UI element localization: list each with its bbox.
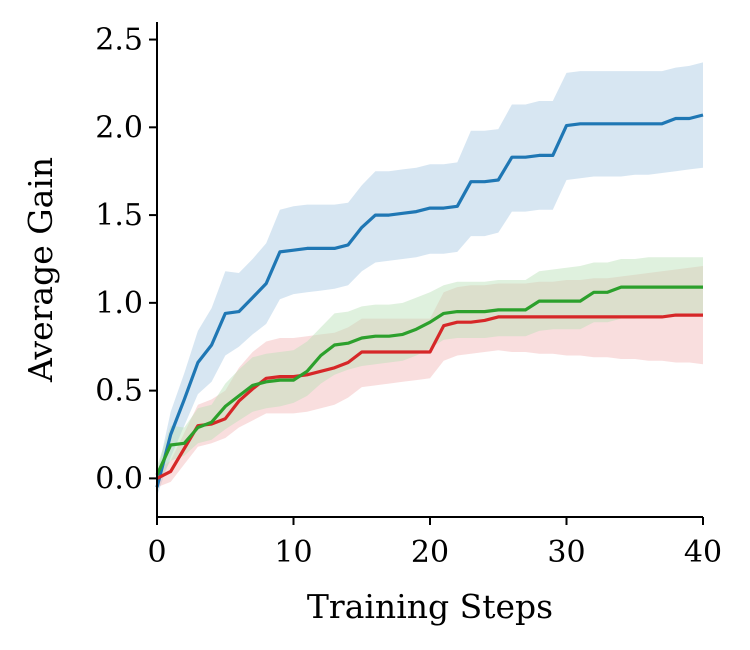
y-tick-label: 0.5 — [95, 374, 143, 409]
y-tick-label: 2.0 — [95, 110, 143, 145]
y-ticks: 0.0 0.5 1.0 1.5 2.0 2.5 — [95, 23, 157, 496]
x-ticks: 0 10 20 30 40 — [147, 517, 722, 570]
confidence-band-2 — [157, 266, 703, 488]
x-axis-title: Training Steps — [307, 587, 553, 626]
y-tick-label: 0.0 — [95, 461, 143, 496]
x-tick-label: 20 — [411, 535, 449, 570]
series-line-1 — [155, 113, 704, 488]
series-line-3 — [155, 285, 703, 476]
x-tick-label: 0 — [147, 535, 166, 570]
series-lines — [155, 113, 704, 488]
x-tick-label: 30 — [547, 535, 585, 570]
y-tick-label: 1.0 — [95, 286, 143, 321]
y-tick-label: 1.5 — [95, 198, 143, 233]
y-axis-title: Average Gain — [21, 157, 60, 383]
x-tick-label: 10 — [274, 535, 312, 570]
series-line-2 — [156, 313, 703, 480]
confidence-band-1 — [157, 62, 703, 496]
confidence-bands — [157, 62, 703, 496]
y-tick-label: 2.5 — [95, 23, 143, 58]
confidence-band-3 — [157, 257, 703, 484]
x-tick-label: 40 — [684, 535, 722, 570]
